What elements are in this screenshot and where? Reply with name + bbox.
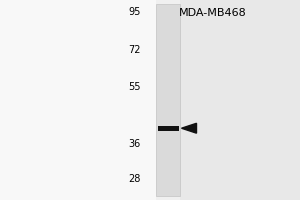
Text: 36: 36 [129, 139, 141, 149]
Text: 95: 95 [129, 7, 141, 17]
Bar [180, 0, 300, 200]
Text: 28: 28 [129, 174, 141, 184]
Text: MDA-MB468: MDA-MB468 [179, 8, 247, 18]
Bar [0, 0, 156, 200]
Text: 72: 72 [128, 45, 141, 55]
Bar [158, 126, 178, 131]
Polygon shape [182, 123, 196, 133]
Text: 55: 55 [128, 82, 141, 92]
Bar [156, 4, 180, 196]
